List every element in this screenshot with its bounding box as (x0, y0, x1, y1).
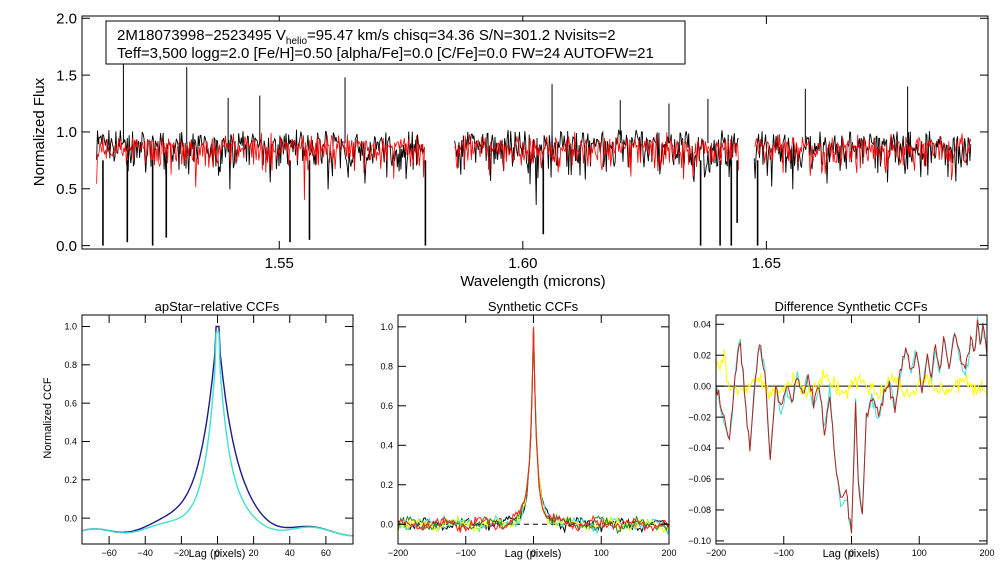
synthetic-ccf-plot-area (397, 326, 670, 535)
x-tick-label: −100 (774, 548, 794, 558)
y-tick-label: −0.06 (688, 474, 711, 484)
difference-ccf-x-axis-label: Lag (pixels) (823, 548, 880, 560)
annotation-star-id: 2M18073998−2523495 V (117, 27, 286, 44)
synthetic-ccf-ticks: −200 −100 0 100 200 0.0 0.2 0.4 0.6 0.8 1.0 (380, 315, 677, 558)
synthetic-ccf-title: Synthetic CCFs (488, 299, 579, 314)
y-tick-label: 0.04 (693, 319, 711, 329)
x-tick-label: −60 (101, 548, 116, 558)
x-tick-label: 1.65 (752, 255, 781, 272)
annotation-subscript: helio (286, 36, 308, 47)
y-tick-label: 0.4 (380, 440, 393, 450)
x-tick-label: 0 (215, 548, 220, 558)
apstar-ccf-visit-2-line (81, 331, 354, 537)
x-tick-label: 20 (249, 548, 259, 558)
apstar-ccf-plot-area (81, 325, 354, 537)
x-tick-label: −200 (388, 548, 408, 558)
x-tick-label: 40 (285, 548, 295, 558)
x-tick-label: −20 (174, 548, 189, 558)
apstar-ccf-visit-1-line (81, 325, 354, 537)
annotation-line-1: 2M18073998−2523495 Vhelio=95.47 km/s chi… (117, 27, 616, 47)
spectrum-series-group (96, 43, 972, 246)
synthetic-ccf-visit-1-line (397, 326, 670, 535)
y-tick-label: 1.0 (380, 322, 393, 332)
spectrum-model-line (754, 133, 972, 181)
x-tick-label: 200 (979, 548, 994, 558)
y-tick-label: 0.5 (56, 181, 77, 198)
spectrum-model-line (454, 131, 740, 180)
apstar-ccf-axes-frame (81, 314, 354, 545)
spectrum-y-axis-label: Normalized Flux (31, 77, 48, 186)
annotation-frame (105, 20, 686, 65)
synthetic-ccf-template-line (397, 326, 670, 535)
synthetic-ccf-combined-line (397, 326, 670, 534)
annotation-star-params: =95.47 km/s chisq=34.36 S/N=301.2 Nvisit… (307, 27, 616, 44)
spectrum-observed-line (454, 129, 739, 206)
spectrum-axes-frame (81, 15, 989, 250)
spectrum-panel: 1.55 1.60 1.65 0.0 0.5 1.0 1.5 2.0 Wavelength (… (31, 11, 989, 290)
y-tick-label: 0.2 (380, 480, 393, 490)
difference-ccf-plot-area (715, 316, 988, 534)
difference-ccf-visit-2-line (715, 349, 988, 400)
difference-ccf-title: Difference Synthetic CCFs (775, 299, 928, 314)
difference-ccf-best-line (715, 319, 988, 534)
x-tick-label: 0 (849, 548, 854, 558)
y-tick-label: 1.5 (56, 67, 77, 84)
difference-ccf-panel: −200 −100 0 100 200 −0.10 −0.08 −0.06 −0.04 −0.02… (688, 299, 994, 560)
y-tick-label: 0.8 (64, 360, 77, 370)
y-tick-label: 1.0 (56, 124, 77, 141)
y-tick-label: 0.6 (64, 398, 77, 408)
y-tick-label: 2.0 (56, 11, 77, 28)
y-tick-label: −0.10 (688, 536, 711, 546)
synthetic-ccf-best-line (397, 326, 670, 533)
difference-ccf-visit-1-line (715, 316, 988, 533)
synthetic-ccf-x-axis-label: Lag (pixels) (505, 548, 562, 560)
apstar-ccf-title: apStar−relative CCFs (155, 299, 280, 314)
synthetic-ccf-visit-2-line (397, 326, 670, 534)
x-tick-label: 1.60 (508, 255, 537, 272)
x-tick-label: −100 (456, 548, 476, 558)
x-tick-label: 200 (661, 548, 676, 558)
y-tick-label: 0.2 (64, 475, 77, 485)
y-tick-label: 0.6 (380, 401, 393, 411)
x-tick-label: −40 (138, 548, 153, 558)
y-tick-label: 1.0 (64, 322, 77, 332)
spectrum-annotation-box: 2M18073998−2523495 Vhelio=95.47 km/s chi… (105, 20, 686, 65)
spectrum-x-axis-label: Wavelength (microns) (460, 273, 605, 290)
x-tick-label: 1.55 (265, 255, 294, 272)
synthetic-ccf-panel: −200 −100 0 100 200 0.0 0.2 0.4 0.6 0.8 1.0 Synthe… (380, 299, 676, 560)
y-tick-label: 0.0 (64, 513, 77, 523)
y-tick-label: −0.08 (688, 505, 711, 515)
apstar-ccf-ticks: −60 −40 −20 0 20 40 60 0.0 0.2 0.4 0.6 0.8 1.0 (64, 315, 353, 558)
spectrum-model-line (96, 132, 425, 200)
spectrum-ticks: 1.55 1.60 1.65 0.0 0.5 1.0 1.5 2.0 (56, 11, 988, 272)
difference-ccf-ticks: −200 −100 0 100 200 −0.10 −0.08 −0.06 −0.04 −0.02… (688, 315, 995, 558)
y-tick-label: −0.04 (688, 443, 711, 453)
y-tick-label: 0.8 (380, 361, 393, 371)
spectrum-plot-area (96, 43, 972, 246)
y-tick-label: 0.4 (64, 437, 77, 447)
apstar-ccf-panel: −60 −40 −20 0 20 40 60 0.0 0.2 0.4 0.6 0.8 1.0 apSta… (42, 299, 354, 560)
y-tick-label: 0.02 (693, 350, 711, 360)
y-tick-label: 0.0 (380, 519, 393, 529)
annotation-line-2: Teff=3,500 logg=2.0 [Fe/H]=0.50 [alpha/F… (117, 45, 654, 62)
y-tick-label: 0.00 (693, 381, 711, 391)
spectrum-observed-line (753, 131, 972, 190)
y-tick-label: 0.0 (56, 238, 77, 255)
y-tick-label: −0.02 (688, 412, 711, 422)
x-tick-label: 100 (912, 548, 927, 558)
apstar-ccf-y-axis-label: Normalized CCF (42, 377, 54, 459)
x-tick-label: 60 (321, 548, 331, 558)
x-tick-label: 100 (594, 548, 609, 558)
x-tick-label: −200 (706, 548, 726, 558)
apstar-ccf-x-axis-label: Lag (pixels) (189, 548, 246, 560)
x-tick-label: 0 (531, 548, 536, 558)
